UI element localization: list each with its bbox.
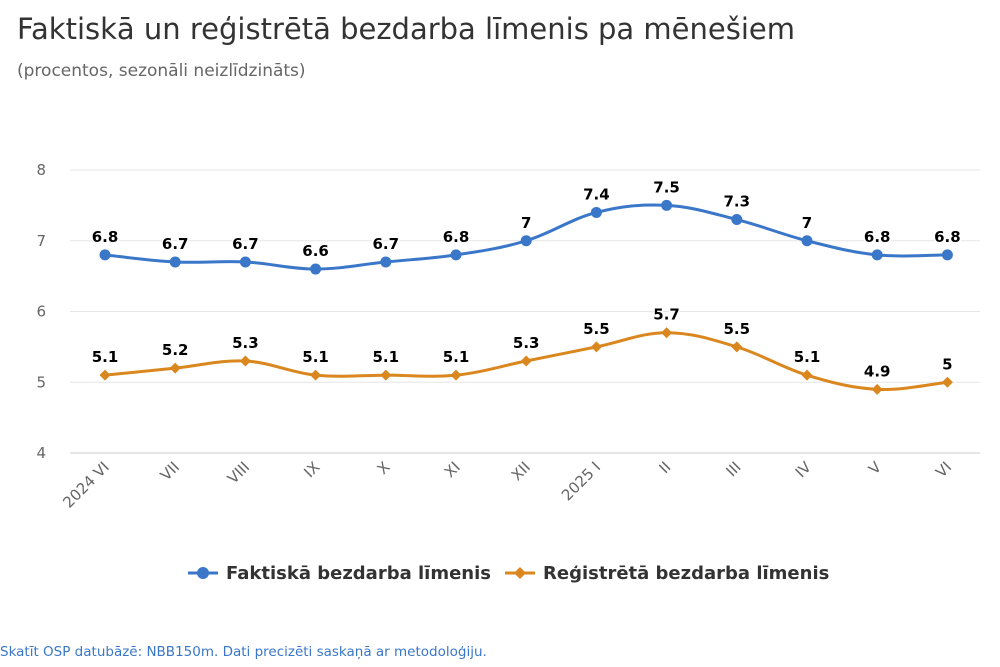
y-tick-label: 8 <box>36 161 46 179</box>
data-label: 5 <box>942 355 952 373</box>
series-1-point <box>941 249 953 261</box>
legend-marker-2 <box>514 567 526 579</box>
series-1-point <box>731 214 743 226</box>
data-label: 6.7 <box>162 235 189 253</box>
x-tick-label: 2024 VI <box>59 458 112 511</box>
data-label: 5.1 <box>373 348 400 366</box>
data-labels: 6.8 6.7 6.7 6.6 6.7 6.8 7 7.4 7.5 7.3 7 6.8 6.8 5.1 5.… <box>90 177 962 382</box>
chart-title: Faktiskā un reģistrētā bezdarba līmenis … <box>17 12 795 46</box>
x-tick-label: III <box>723 458 745 480</box>
y-tick-label: 4 <box>36 444 46 462</box>
series-2-point <box>731 341 743 353</box>
data-label: 7.4 <box>583 185 610 203</box>
data-label: 6.6 <box>302 242 329 260</box>
x-tick-label: IV <box>792 458 816 482</box>
y-axis-ticks: 4 5 6 7 8 <box>36 161 46 462</box>
data-label: 5.3 <box>232 334 259 352</box>
y-tick-label: 7 <box>36 232 46 250</box>
series-2-point <box>661 327 673 339</box>
data-label: 5.3 <box>513 334 540 352</box>
data-label: 7.3 <box>724 193 751 211</box>
series-1-point <box>661 199 673 211</box>
x-tick-label: IX <box>300 458 323 481</box>
series-2-point <box>169 362 181 374</box>
series-1-point <box>590 206 602 218</box>
series-2-point <box>380 369 392 381</box>
series-2-point <box>520 355 532 367</box>
data-label: 6.7 <box>373 235 400 253</box>
series-2-point <box>590 341 602 353</box>
data-label: 5.1 <box>794 348 821 366</box>
series-2-point <box>99 369 111 381</box>
x-tick-label: V <box>865 458 886 479</box>
chart-subtitle: (procentos, sezonāli neizlīdzināts) <box>17 61 306 81</box>
data-label: 5.2 <box>162 341 189 359</box>
data-label: 5.1 <box>92 348 119 366</box>
data-label: 7 <box>802 214 812 232</box>
x-axis-ticks: 2024 VI VII VIII IX X XI XII 2025 I II III IV V VI <box>59 458 955 512</box>
data-label: 7 <box>521 214 531 232</box>
data-label: 6.8 <box>92 228 119 246</box>
series-2-point <box>871 383 883 395</box>
data-label: 6.7 <box>232 235 259 253</box>
data-label: 5.7 <box>653 306 680 324</box>
x-tick-label: VI <box>932 458 955 481</box>
series-2-point <box>310 369 322 381</box>
legend-marker-1 <box>197 567 209 579</box>
x-tick-label: XII <box>508 458 534 484</box>
series-1-point <box>380 256 392 268</box>
x-tick-label: VIII <box>224 458 253 487</box>
x-tick-label: XI <box>441 458 464 481</box>
data-label: 4.9 <box>864 362 891 380</box>
database-link[interactable]: Skatīt OSP datubāzē: NBB150m. Dati preci… <box>0 644 487 660</box>
data-label: 6.8 <box>934 228 961 246</box>
x-tick-label: X <box>374 458 394 478</box>
series-1-point <box>169 256 181 268</box>
data-label: 5.5 <box>583 320 610 338</box>
x-tick-label: VII <box>157 458 183 484</box>
data-label: 6.8 <box>443 228 470 246</box>
series-2-point <box>239 355 251 367</box>
legend-label-1: Faktiskā bezdarba līmenis <box>226 563 491 584</box>
grid-lines <box>70 169 980 454</box>
data-label: 6.8 <box>864 228 891 246</box>
series-1-point <box>99 249 111 261</box>
series-1-point <box>239 256 251 268</box>
series-group <box>99 199 953 395</box>
legend: Faktiskā bezdarba līmenis Reģistrētā bezd… <box>188 563 829 584</box>
data-label: 5.5 <box>724 320 751 338</box>
series-1-point <box>450 249 462 261</box>
y-tick-label: 6 <box>36 303 46 321</box>
series-2-point <box>801 369 813 381</box>
series-1-point <box>871 249 883 261</box>
y-tick-label: 5 <box>36 373 46 391</box>
series-2-point <box>450 369 462 381</box>
data-label: 5.1 <box>443 348 470 366</box>
legend-label-2: Reģistrētā bezdarba līmenis <box>543 563 829 584</box>
series-1-point <box>310 263 322 275</box>
data-label: 5.1 <box>302 348 329 366</box>
data-label: 7.5 <box>653 178 680 196</box>
series-1-point <box>520 235 532 247</box>
series-2-point <box>941 376 953 388</box>
x-tick-label: 2025 I <box>558 458 604 504</box>
series-1-point <box>801 235 813 247</box>
x-tick-label: II <box>655 458 674 477</box>
